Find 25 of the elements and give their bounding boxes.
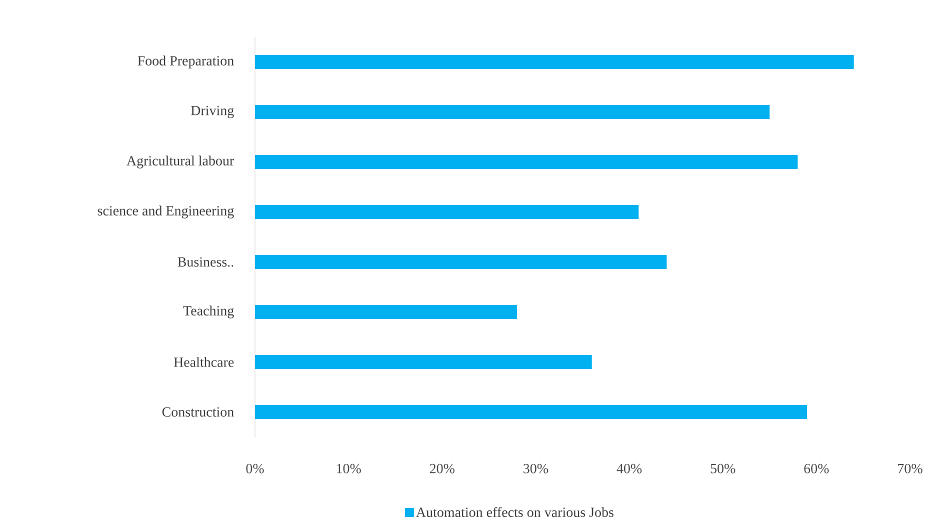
x-tick-label: 70% xyxy=(898,464,922,474)
x-tick-label: 30% xyxy=(524,464,548,474)
bar xyxy=(255,55,854,70)
y-tick-label: Food Preparation xyxy=(138,56,234,68)
bar xyxy=(255,255,667,270)
bar xyxy=(255,105,770,120)
bar xyxy=(255,155,798,170)
bar xyxy=(255,305,517,320)
x-tick-label: 40% xyxy=(616,464,642,474)
y-tick-label: Business.. xyxy=(178,257,234,267)
y-tick-label: Driving xyxy=(190,106,234,118)
y-tick-label: Teaching xyxy=(183,306,234,318)
y-tick-label: Agricultural labour xyxy=(126,156,234,168)
x-tick-label: 50% xyxy=(710,464,736,474)
y-tick-label: Construction xyxy=(162,407,234,417)
y-tick-label: science and Engineering xyxy=(98,206,234,218)
x-tick-label: 10% xyxy=(336,464,361,474)
bar xyxy=(255,405,808,420)
bar xyxy=(255,355,592,370)
x-tick-label: 60% xyxy=(804,464,829,474)
bar xyxy=(255,205,639,220)
y-tick-label: Healthcare xyxy=(174,357,234,367)
x-tick-label: 0% xyxy=(246,464,264,474)
legend-label: Automation effects on various Jobs xyxy=(416,507,614,518)
x-tick-label: 20% xyxy=(430,464,454,474)
